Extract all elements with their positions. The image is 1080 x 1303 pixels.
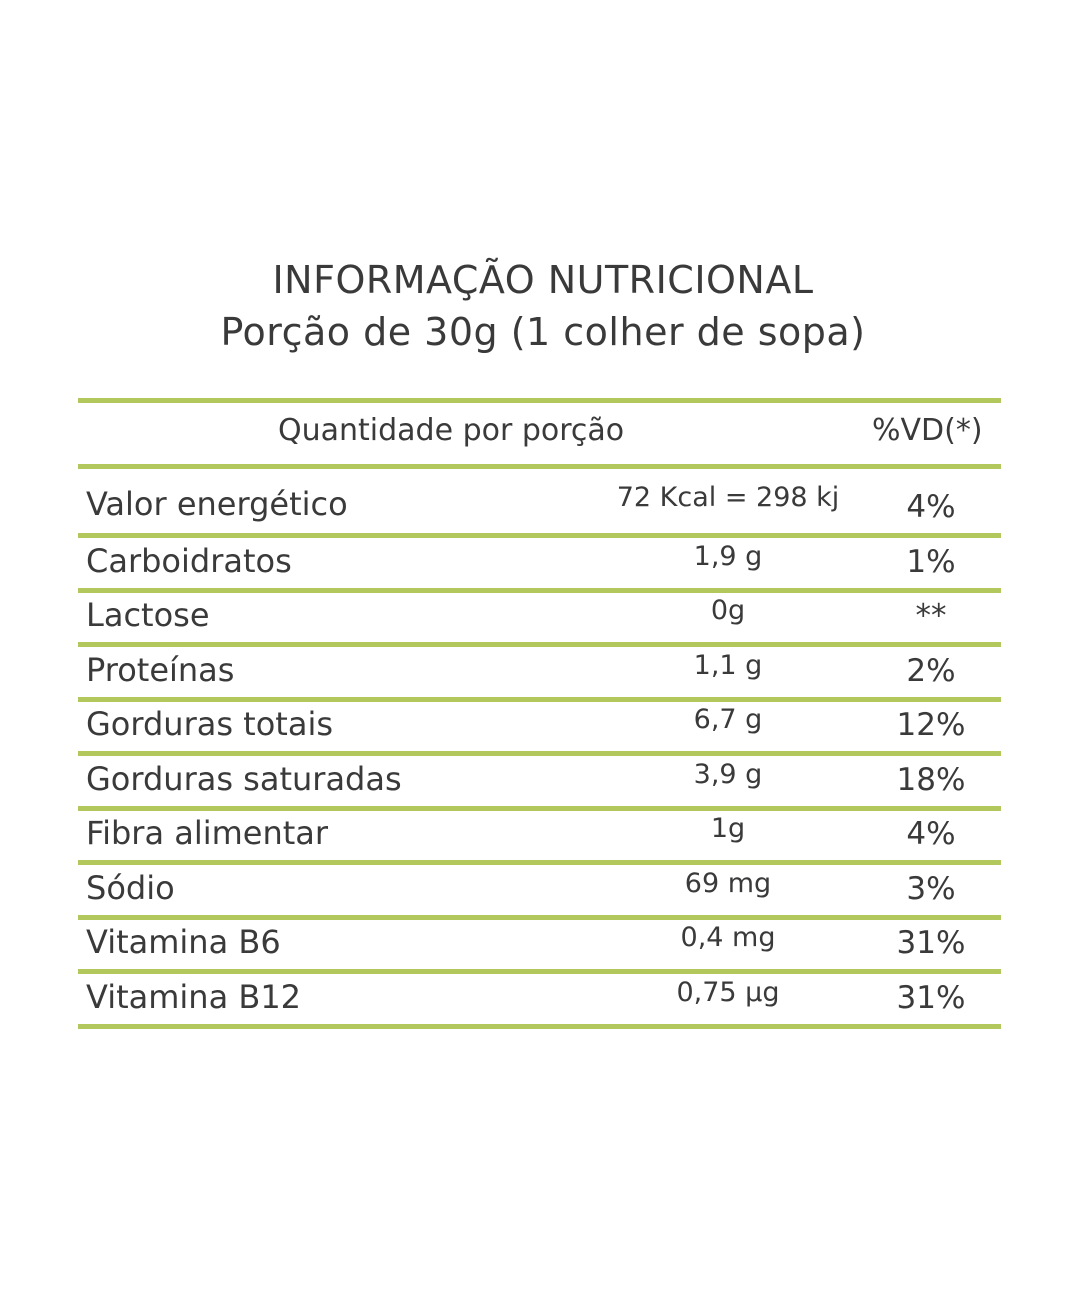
row-rule	[78, 751, 1001, 756]
table-row: Gorduras saturadas 3,9 g 18%	[78, 756, 1001, 806]
table-row: Carboidratos 1,9 g 1%	[78, 538, 1001, 588]
table-row: Valor energético 72 Kcal = 298 kj 4%	[78, 469, 1001, 533]
nutrient-name: Sódio	[86, 868, 175, 907]
table-bottom-rule	[78, 1023, 1001, 1029]
table-row: Gorduras totais 6,7 g 12%	[78, 702, 1001, 752]
table-row: Sódio 69 mg 3%	[78, 865, 1001, 915]
nutrient-name: Gorduras totais	[86, 705, 334, 743]
table-header: Quantidade por porção %VD(*)	[78, 403, 1001, 464]
table-row: Fibra alimentar 1g 4%	[78, 811, 1001, 861]
serving-size: Porção de 30g (1 colher de sopa)	[220, 310, 866, 354]
row-rule	[78, 587, 1001, 593]
nutrient-amount: 1,9 g	[693, 540, 763, 572]
table-top-rule	[78, 398, 1001, 403]
nutrient-name: Gorduras saturadas	[86, 759, 402, 798]
row-rule	[78, 642, 1001, 647]
row-rule	[78, 914, 1001, 920]
nutrient-dv: 4%	[906, 489, 956, 525]
nutrient-dv: 1%	[906, 543, 956, 580]
nutrition-title: INFORMAÇÃO NUTRICIONAL Porção de 30g (1 …	[0, 254, 1080, 358]
nutrient-amount: 69 mg	[684, 867, 772, 899]
table-row: Lactose 0g **	[78, 593, 1001, 643]
nutrient-name: Valor energético	[86, 485, 348, 523]
nutrient-dv: 2%	[906, 652, 956, 689]
nutrient-amount: 0,75 µg	[676, 976, 780, 1008]
title-heading: INFORMAÇÃO NUTRICIONAL	[272, 258, 814, 302]
nutrient-dv: 31%	[896, 925, 966, 961]
row-rule	[78, 805, 1001, 811]
nutrient-dv: 18%	[896, 761, 966, 798]
nutrient-amount: 0g	[710, 595, 746, 626]
row-rule	[78, 860, 1001, 865]
nutrient-dv: 4%	[906, 816, 956, 852]
row-rule	[78, 969, 1001, 974]
nutrient-amount: 72 Kcal = 298 kj	[616, 482, 840, 513]
quantity-header: Quantidade por porção	[278, 413, 625, 448]
nutrient-dv: 31%	[896, 979, 966, 1016]
nutrient-dv: 3%	[906, 870, 956, 907]
nutrient-amount: 3,9 g	[693, 758, 763, 790]
daily-value-header: %VD(*)	[872, 413, 983, 448]
nutrient-name: Carboidratos	[86, 541, 292, 580]
row-rule	[78, 533, 1001, 538]
nutrient-name: Fibra alimentar	[86, 814, 329, 852]
nutrition-table: Quantidade por porção %VD(*) Valor energ…	[78, 398, 1001, 1029]
nutrient-name: Vitamina B12	[86, 977, 302, 1016]
nutrient-name: Vitamina B6	[86, 923, 281, 961]
nutrient-amount: 6,7 g	[693, 704, 763, 735]
nutrient-name: Proteínas	[86, 650, 235, 689]
table-row: Vitamina B6 0,4 mg 31%	[78, 920, 1001, 970]
row-rule	[78, 696, 1001, 702]
nutrient-name: Lactose	[86, 596, 210, 634]
nutrient-amount: 1,1 g	[693, 649, 763, 681]
nutrient-dv: 12%	[896, 707, 966, 743]
nutrient-amount: 0,4 mg	[680, 922, 776, 953]
header-rule	[78, 464, 1001, 469]
nutrient-dv: **	[915, 598, 947, 634]
table-row: Proteínas 1,1 g 2%	[78, 647, 1001, 697]
table-row: Vitamina B12 0,75 µg 31%	[78, 974, 1001, 1024]
nutrient-amount: 1g	[710, 813, 746, 844]
